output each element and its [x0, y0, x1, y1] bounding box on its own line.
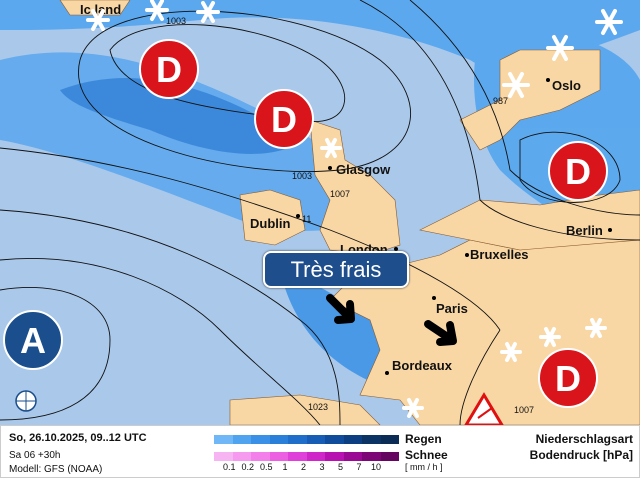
city-label: Paris: [436, 301, 468, 316]
scale-tick: 0.5: [260, 462, 273, 472]
weather-banner: Très frais: [263, 251, 409, 288]
color-swatch: [288, 452, 307, 461]
low-pressure-marker: D: [139, 39, 199, 99]
weather-map: 1003 987 1003 1007 11 1023 1007 Ic land …: [0, 0, 640, 425]
low-pressure-markers: D D D D: [139, 39, 608, 408]
map-canvas: 1003 987 1003 1007 11 1023 1007 Ic land …: [0, 0, 640, 425]
color-swatch: [362, 435, 381, 444]
model-run: Sa 06 +30h: [9, 450, 61, 461]
legend: So, 26.10.2025, 09..12 UTC Sa 06 +30h Mo…: [0, 425, 640, 478]
color-swatch: [288, 435, 307, 444]
snowflake-icon: [546, 35, 574, 61]
color-swatch: [232, 452, 251, 461]
scale-tick: 5: [338, 462, 344, 472]
model-name: Modell: GFS (NOAA): [9, 464, 103, 475]
wind-arrow-icon: [424, 320, 457, 346]
unit-label: [ mm / h ]: [405, 462, 443, 472]
scale-tick: 3: [319, 462, 325, 472]
color-swatch: [214, 435, 233, 444]
color-swatch: [380, 452, 399, 461]
isobars: [0, 0, 640, 425]
color-swatch: [380, 435, 399, 444]
color-swatch: [325, 452, 344, 461]
color-swatch: [269, 435, 288, 444]
low-pressure-marker: D: [548, 141, 608, 201]
isobar-label: 987: [493, 96, 508, 106]
color-swatch: [343, 452, 362, 461]
color-swatch: [269, 452, 288, 461]
city-label: Oslo: [552, 78, 581, 93]
globe-icon[interactable]: [15, 390, 37, 412]
legend-title-type: Niederschlagsart: [535, 432, 633, 446]
rain-color-scale: [214, 435, 399, 444]
snow-color-scale: [214, 452, 399, 461]
color-swatch: [306, 452, 325, 461]
isobar-label: 11: [302, 214, 311, 224]
legend-title-pressure: Bodendruck [hPa]: [529, 448, 633, 462]
color-swatch: [214, 452, 233, 461]
rain-label: Regen: [405, 432, 442, 446]
scale-tick: 2: [301, 462, 307, 472]
forecast-date: So, 26.10.2025, 09..12 UTC: [9, 432, 147, 444]
city-label: Glasgow: [336, 162, 391, 177]
snowflake-icon: [500, 342, 522, 362]
snowflake-icons: [86, 0, 623, 418]
isobar-label: 1007: [514, 405, 534, 415]
color-swatch: [232, 435, 251, 444]
city-label: Bruxelles: [470, 247, 529, 262]
city-label: Berlin: [566, 223, 603, 238]
color-swatch: [306, 435, 325, 444]
scale-tick: 7: [356, 462, 362, 472]
scale-tick: 10: [371, 462, 382, 472]
color-swatch: [343, 435, 362, 444]
snowflake-icon: [196, 1, 220, 23]
city-label: Bordeaux: [392, 358, 453, 373]
snowflake-icon: [585, 318, 607, 338]
snowflake-icon: [502, 72, 530, 98]
city-label: Dublin: [250, 216, 290, 231]
snowflake-icon: [539, 327, 561, 347]
snowflake-icon: [86, 9, 110, 31]
high-pressure-marker: A: [3, 310, 63, 370]
scale-tick: 0.2: [241, 462, 255, 472]
color-swatch: [325, 435, 344, 444]
snowflake-icon: [320, 138, 342, 158]
snowflake-icon: [595, 9, 623, 35]
svg-text:A: A: [20, 320, 46, 361]
svg-text:D: D: [555, 358, 581, 399]
scale-tick: 1: [282, 462, 288, 472]
color-swatch: [362, 452, 381, 461]
isobar-label: 1023: [308, 402, 328, 412]
svg-text:D: D: [565, 151, 591, 192]
isobar-label: 1003: [292, 171, 312, 181]
low-pressure-marker: D: [538, 348, 598, 408]
color-swatch: [251, 435, 270, 444]
low-pressure-marker: D: [254, 89, 314, 149]
snowflake-icon: [402, 398, 424, 418]
city-label: Ic land: [80, 2, 121, 17]
isobar-label: 1003: [166, 16, 186, 26]
snow-label: Schnee: [405, 448, 448, 462]
scale-tick: 0.1: [223, 462, 236, 472]
warning-triangle-icon[interactable]: [464, 392, 504, 425]
svg-text:D: D: [271, 99, 297, 140]
color-swatch: [251, 452, 270, 461]
snowflake-icon: [145, 0, 169, 21]
wind-arrow-icons: [326, 294, 457, 346]
wind-arrow-icon: [326, 294, 355, 324]
svg-text:D: D: [156, 49, 182, 90]
isobar-label: 1007: [330, 189, 350, 199]
